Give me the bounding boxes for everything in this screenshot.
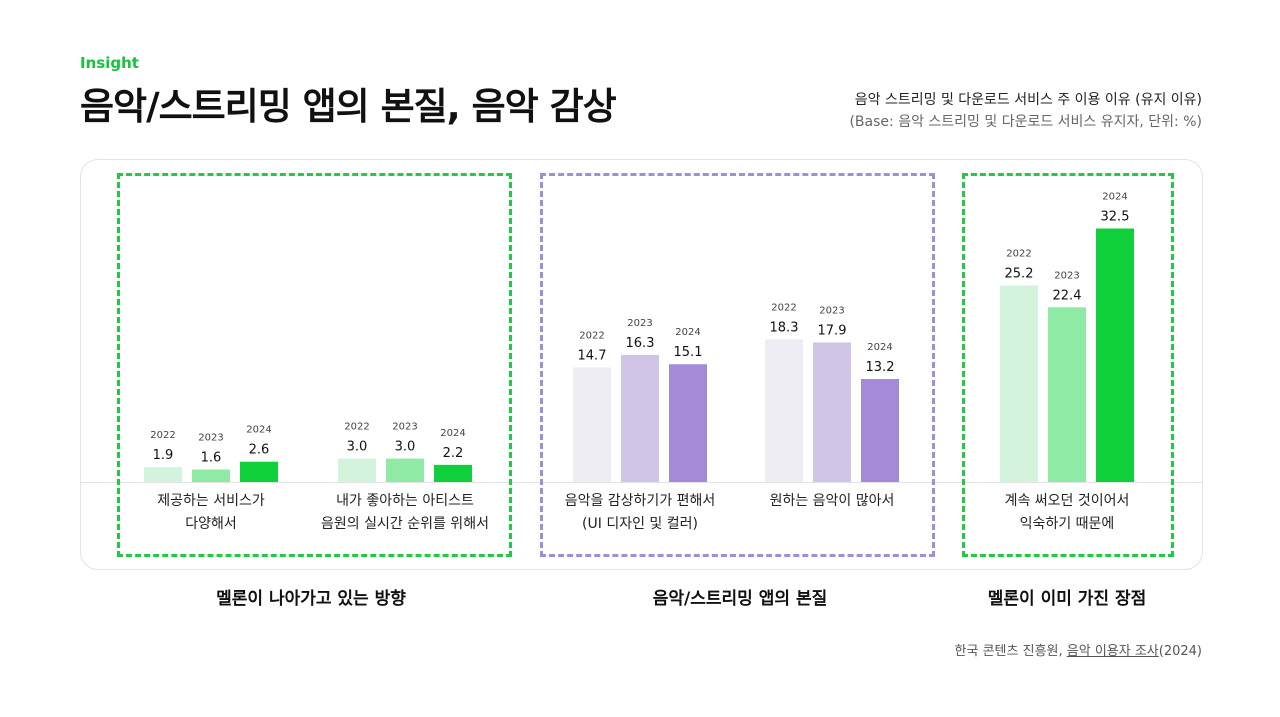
bar-4-2024 [1096, 228, 1134, 482]
chart-panel [80, 159, 1203, 570]
year-label-0-2023: 2023 [198, 433, 223, 444]
bar-1-2023 [386, 458, 424, 482]
source-prefix: 한국 콘텐츠 진흥원, [954, 644, 1067, 659]
value-label-0-2024: 2.6 [249, 443, 270, 458]
year-label-4-2023: 2023 [1054, 270, 1079, 281]
bar-2-2022 [573, 367, 611, 482]
value-label-3-2022: 18.3 [770, 320, 799, 335]
category-label-ui: 음악을 감상하기가 편해서 (UI 디자인 및 컬러) [564, 493, 716, 532]
year-label-2-2024: 2024 [675, 327, 700, 338]
category-label-familiarity: 계속 써오던 것이어서 익숙하기 때문에 [1004, 493, 1130, 532]
insight-eyebrow: Insight [80, 54, 139, 72]
value-label-0-2022: 1.9 [153, 448, 174, 463]
bar-1-2024 [434, 464, 472, 482]
category-label-artist-ranking: 내가 좋아하는 아티스트 음원의 실시간 순위를 위해서 [321, 493, 489, 532]
value-label-4-2024: 32.5 [1101, 210, 1130, 225]
value-label-4-2023: 22.4 [1053, 288, 1082, 303]
group-box-strength [962, 173, 1174, 557]
bar-1-2022 [338, 458, 376, 482]
category-label-variety: 제공하는 서비스가 다양해서 [157, 493, 265, 532]
year-label-3-2023: 2023 [819, 305, 844, 316]
chart-subtitle: 음악 스트리밍 및 다운로드 서비스 주 이용 이유 (유지 이유) [854, 92, 1202, 108]
value-label-2-2024: 15.1 [674, 345, 703, 360]
year-label-1-2023: 2023 [392, 422, 417, 433]
year-label-1-2022: 2022 [344, 422, 369, 433]
value-label-2-2023: 16.3 [626, 336, 655, 351]
source-suffix: (2024) [1158, 644, 1202, 659]
source-link[interactable]: 음악 이용자 조사 [1066, 644, 1159, 659]
bar-0-2024 [240, 461, 278, 482]
bar-0-2023 [192, 469, 230, 482]
year-label-4-2022: 2022 [1006, 248, 1031, 259]
year-label-1-2024: 2024 [440, 428, 465, 439]
year-label-0-2022: 2022 [150, 430, 175, 441]
bar-2-2023 [621, 354, 659, 482]
source-citation: 한국 콘텐츠 진흥원, 음악 이용자 조사(2024) [955, 640, 1202, 659]
group-title-direction: 멜론이 나아가고 있는 방향 [216, 589, 406, 609]
value-label-4-2022: 25.2 [1005, 266, 1034, 281]
year-label-2-2023: 2023 [627, 318, 652, 329]
bar-3-2023 [813, 342, 851, 482]
base-note: (Base: 음악 스트리밍 및 다운로드 서비스 유지자, 단위: %) [849, 114, 1202, 130]
bar-4-2022 [1000, 285, 1038, 482]
bar-2-2024 [669, 364, 707, 482]
year-label-2-2022: 2022 [579, 330, 604, 341]
year-label-4-2024: 2024 [1102, 192, 1127, 203]
value-label-3-2023: 17.9 [818, 323, 847, 338]
year-label-3-2024: 2024 [867, 342, 892, 353]
bar-3-2022 [765, 339, 803, 482]
page-title: 음악/스트리밍 앱의 본질, 음악 감상 [80, 85, 617, 128]
value-label-1-2023: 3.0 [395, 440, 416, 455]
value-label-2-2022: 14.7 [578, 348, 607, 363]
year-label-3-2022: 2022 [771, 302, 796, 313]
bar-0-2022 [144, 467, 182, 482]
value-label-1-2022: 3.0 [347, 440, 368, 455]
value-label-1-2024: 2.2 [443, 446, 464, 461]
category-label-music-library: 원하는 음악이 많아서 [769, 493, 895, 509]
group-box-essence [540, 173, 935, 557]
bar-4-2023 [1048, 307, 1086, 482]
value-label-0-2023: 1.6 [201, 451, 222, 466]
group-box-direction [117, 173, 512, 557]
group-title-essence: 음악/스트리밍 앱의 본질 [652, 589, 828, 609]
chart-baseline [80, 482, 1203, 483]
group-title-strength: 멜론이 이미 가진 장점 [987, 589, 1147, 609]
bar-3-2024 [861, 379, 899, 482]
year-label-0-2024: 2024 [246, 425, 271, 436]
value-label-3-2024: 13.2 [866, 360, 895, 375]
